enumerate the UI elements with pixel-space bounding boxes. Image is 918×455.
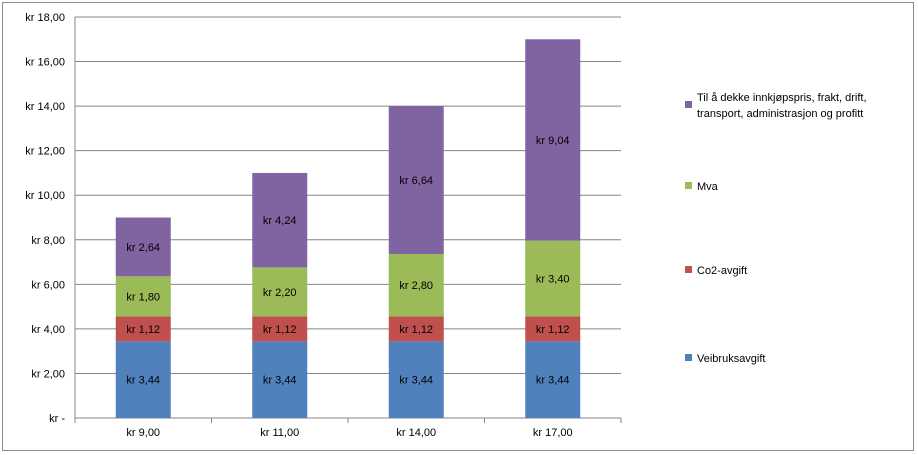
bar-segment <box>115 316 171 342</box>
x-tick-label: kr 11,00 <box>260 427 299 439</box>
legend-label: Mva <box>697 181 719 193</box>
legend-label: Co2-avgift <box>697 265 747 277</box>
data-label: kr 3,44 <box>536 375 570 387</box>
y-tick-label: kr 14,00 <box>25 101 65 113</box>
bar-segment <box>252 316 308 342</box>
bar-segment <box>388 106 444 255</box>
bar-segment <box>388 254 444 317</box>
bar-segment <box>252 267 308 317</box>
bar-segment <box>525 240 581 317</box>
legend-swatch <box>685 266 692 273</box>
y-tick-label: kr 10,00 <box>25 190 65 202</box>
y-tick-label: kr 2,00 <box>31 368 65 380</box>
y-tick-label: kr 16,00 <box>25 57 65 69</box>
bar-segment <box>388 341 444 418</box>
data-label: kr 2,20 <box>263 287 297 299</box>
x-tick-label: kr 9,00 <box>126 427 160 439</box>
data-label: kr 1,80 <box>126 291 160 303</box>
data-label: kr 6,64 <box>399 175 433 187</box>
y-tick-label: kr 18,00 <box>25 12 65 24</box>
legend-label: Til å dekke innkjøpspris, frakt, drift, <box>697 92 867 104</box>
bar-segment <box>252 172 308 268</box>
data-label: kr 3,44 <box>399 375 433 387</box>
bar-segment <box>388 316 444 342</box>
bar-segment <box>525 316 581 342</box>
legend-swatch <box>685 354 692 361</box>
data-label: kr 4,24 <box>263 215 297 227</box>
y-tick-label: kr - <box>49 413 65 425</box>
bar-segment <box>115 217 171 277</box>
data-label: kr 3,44 <box>126 375 160 387</box>
data-label: kr 1,12 <box>399 324 433 336</box>
data-label: kr 2,80 <box>399 280 433 292</box>
data-label: kr 2,64 <box>126 242 160 254</box>
data-label: kr 3,40 <box>536 274 570 286</box>
legend-swatch <box>685 182 692 189</box>
y-tick-label: kr 4,00 <box>31 324 65 336</box>
bar-segment <box>252 341 308 418</box>
y-tick-label: kr 8,00 <box>31 235 65 247</box>
bar-segment <box>115 341 171 418</box>
data-label: kr 9,04 <box>536 135 570 147</box>
legend-label: Veibruksavgift <box>697 353 765 365</box>
data-label: kr 1,12 <box>263 324 297 336</box>
bar-segment <box>525 341 581 418</box>
bar-segment <box>115 276 171 317</box>
legend-swatch <box>685 101 692 108</box>
y-tick-label: kr 12,00 <box>25 146 65 158</box>
bar-segment <box>525 39 581 241</box>
data-label: kr 1,12 <box>536 324 570 336</box>
y-tick-label: kr 6,00 <box>31 279 65 291</box>
x-tick-label: kr 17,00 <box>533 427 573 439</box>
legend-label: transport, administrasjon og profitt <box>697 108 863 120</box>
data-label: kr 3,44 <box>263 375 297 387</box>
data-label: kr 1,12 <box>126 324 160 336</box>
x-tick-label: kr 14,00 <box>396 427 436 439</box>
